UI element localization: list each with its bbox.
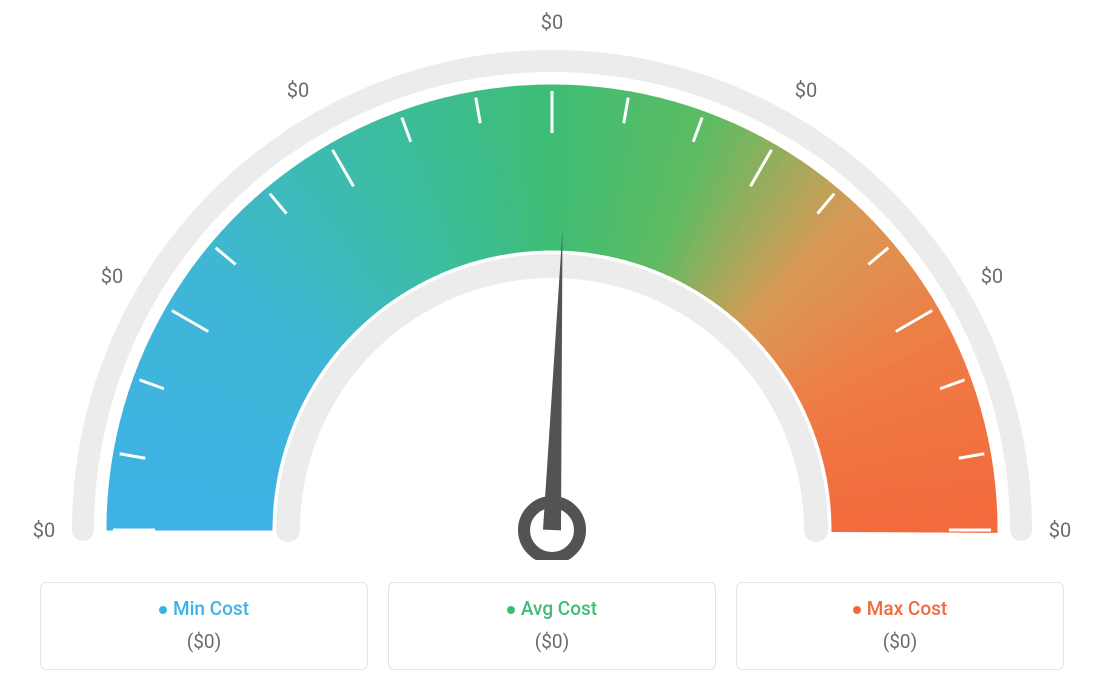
gauge-tick-label: $0 [795, 78, 817, 102]
legend-dot-avg [507, 606, 515, 614]
legend-text-max: Max Cost [867, 597, 947, 620]
legend-label-max: Max Cost [755, 597, 1045, 620]
legend-label-avg: Avg Cost [407, 597, 697, 620]
legend-dot-max [853, 606, 861, 614]
legend-text-avg: Avg Cost [521, 597, 597, 620]
gauge-svg [0, 0, 1104, 560]
legend-label-min: Min Cost [59, 597, 349, 620]
legend-card-min: Min Cost ($0) [40, 582, 368, 670]
gauge-tick-label: $0 [981, 264, 1003, 288]
legend-value-min: ($0) [59, 630, 349, 653]
legend-card-max: Max Cost ($0) [736, 582, 1064, 670]
gauge-tick-label: $0 [541, 10, 563, 34]
legend-card-avg: Avg Cost ($0) [388, 582, 716, 670]
gauge-chart: $0 $0 $0 $0 $0 $0 $0 [0, 0, 1104, 560]
gauge-tick-label: $0 [287, 78, 309, 102]
legend-value-avg: ($0) [407, 630, 697, 653]
legend-text-min: Min Cost [173, 597, 249, 620]
legend-value-max: ($0) [755, 630, 1045, 653]
gauge-tick-label: $0 [101, 264, 123, 288]
legend-dot-min [159, 606, 167, 614]
gauge-tick-label: $0 [33, 518, 55, 542]
legend-row: Min Cost ($0) Avg Cost ($0) Max Cost ($0… [40, 582, 1064, 670]
gauge-tick-label: $0 [1049, 518, 1071, 542]
